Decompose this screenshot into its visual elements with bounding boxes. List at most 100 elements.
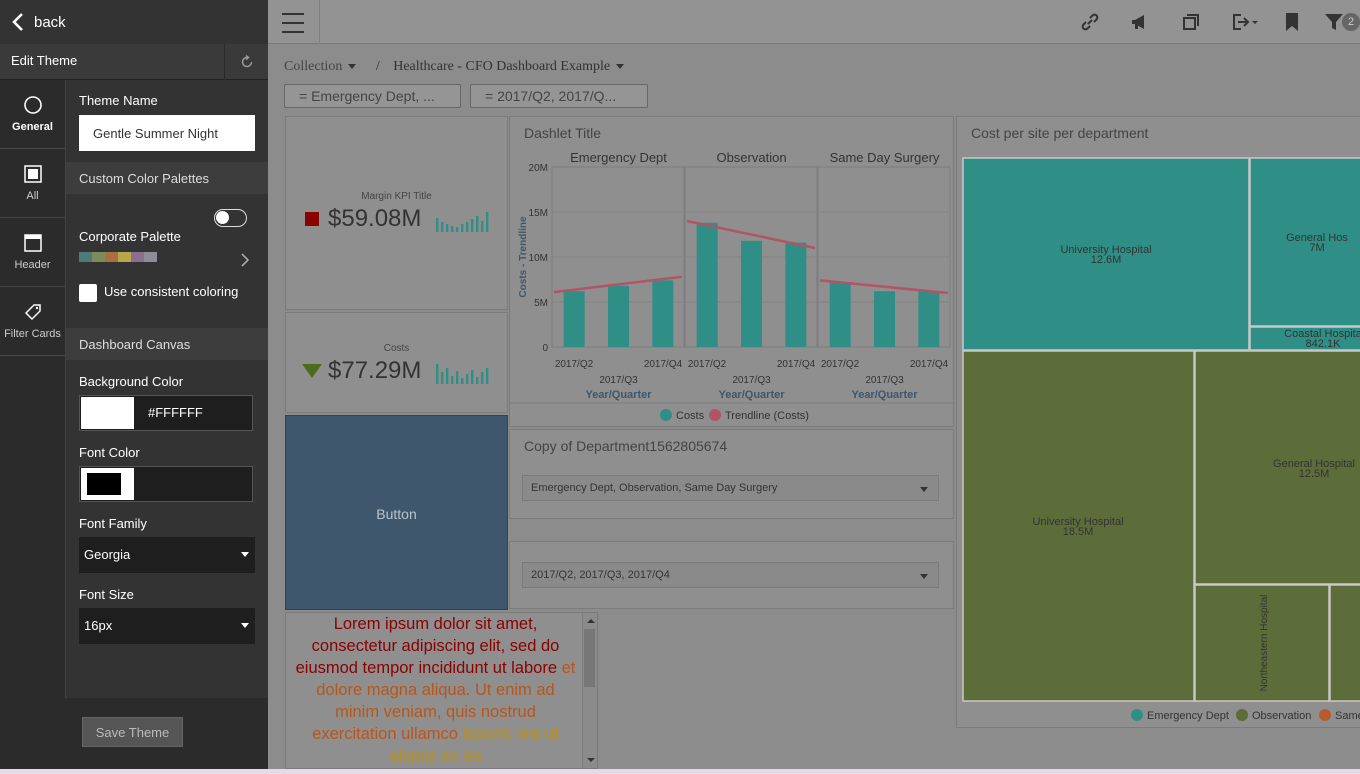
department-dropdown[interactable]: Emergency Dept, Observation, Same Day Su… xyxy=(522,475,939,501)
caret-down-icon[interactable] xyxy=(616,64,625,70)
treemap-label: Northeastern Hospital xyxy=(1259,595,1270,692)
x-tick-label: 2017/Q3 xyxy=(732,375,771,386)
x-axis-label: Year/Quarter xyxy=(718,389,785,401)
filter-pill-quarter[interactable]: = 2017/Q2, 2017/Q... xyxy=(470,84,648,108)
sparkline-icon xyxy=(436,364,489,384)
lorem-text: Lorem ipsum dolor sit amet, consectetur … xyxy=(286,613,597,767)
font-color-picker[interactable] xyxy=(79,466,253,502)
filter-count-badge: 2 xyxy=(1342,13,1360,31)
scroll-thumb[interactable] xyxy=(584,629,595,687)
editor-tabs: General All Header Filter Cards xyxy=(0,80,66,698)
font-size-select[interactable]: 16px xyxy=(79,608,255,644)
text-card[interactable]: Lorem ipsum dolor sit amet, consectetur … xyxy=(285,612,598,769)
filter-pill-department[interactable]: = Emergency Dept, ... xyxy=(284,84,461,108)
bar xyxy=(874,291,895,347)
font-family-label: Font Family xyxy=(79,516,147,531)
caret-down-icon xyxy=(241,623,249,628)
back-button[interactable]: back xyxy=(0,0,268,44)
kpi-card-costs[interactable]: Costs $77.29M xyxy=(285,312,508,413)
corporate-palette-label: Corporate Palette xyxy=(79,229,181,244)
treemap-cell xyxy=(962,350,1195,702)
bar xyxy=(608,285,629,347)
trendline xyxy=(686,219,816,250)
circle-icon xyxy=(23,96,42,114)
filter-count: 2 xyxy=(1347,16,1355,28)
treemap-cell xyxy=(962,157,1250,351)
tab-label: Header xyxy=(14,259,51,271)
megaphone-icon[interactable] xyxy=(1130,12,1150,32)
breadcrumb-collection[interactable]: Collection xyxy=(284,59,343,74)
edit-theme-title: Edit Theme xyxy=(11,53,78,68)
kpi-status-square xyxy=(305,212,319,226)
palette-swatches[interactable] xyxy=(79,252,157,262)
breadcrumb-separator: / xyxy=(375,59,380,74)
y-tick-label: 20M xyxy=(529,163,548,174)
custom-palettes-section: Custom Color Palettes xyxy=(66,162,268,194)
button-card[interactable]: Button xyxy=(285,415,508,610)
panel-title: Observation xyxy=(716,150,786,165)
bar xyxy=(696,222,718,347)
tab-all[interactable]: All xyxy=(0,149,65,218)
treemap-cell xyxy=(1194,350,1360,585)
tag-icon xyxy=(24,304,41,321)
palette-swatch xyxy=(92,252,105,262)
theme-name-input[interactable] xyxy=(79,115,255,151)
bar xyxy=(563,291,585,347)
x-tick-label: 2017/Q4 xyxy=(777,359,816,370)
tab-general[interactable]: General xyxy=(0,80,65,149)
link-icon[interactable] xyxy=(1080,12,1100,32)
legend-label: Trendline (Costs) xyxy=(725,410,809,422)
panel-title: Same Day Surgery xyxy=(830,150,940,165)
refresh-icon xyxy=(241,55,252,68)
bg-color-picker[interactable]: #FFFFFF xyxy=(79,395,253,431)
legend-dot-trendline xyxy=(709,409,721,421)
back-label: back xyxy=(34,13,66,31)
dashboard-title[interactable]: Healthcare - CFO Dashboard Example xyxy=(393,59,611,74)
bg-color-hex[interactable]: #FFFFFF xyxy=(148,405,203,420)
bar xyxy=(785,242,807,347)
sparkline-icon xyxy=(436,212,489,232)
treemap-cell xyxy=(1194,584,1330,702)
reset-button[interactable] xyxy=(224,44,268,80)
chevron-right-icon[interactable] xyxy=(241,253,249,267)
copy-icon[interactable] xyxy=(1181,12,1201,32)
panel-title: Emergency Dept xyxy=(570,150,667,165)
kpi-title: Margin KPI Title xyxy=(361,191,432,202)
filter-icon[interactable] xyxy=(1324,12,1344,32)
palette-swatch xyxy=(105,252,118,262)
treemap-card[interactable]: Cost per site per department University … xyxy=(956,116,1360,728)
tab-header[interactable]: Header xyxy=(0,218,65,287)
font-color-swatch[interactable] xyxy=(81,468,134,500)
chevron-left-icon xyxy=(12,13,23,31)
corporate-palette-toggle[interactable] xyxy=(214,209,247,227)
menu-icon[interactable] xyxy=(282,11,304,33)
treemap-cell xyxy=(1249,326,1360,351)
font-color-label: Font Color xyxy=(79,445,140,460)
legend-label: Emergency Dept xyxy=(1147,710,1229,722)
scrollbar[interactable] xyxy=(582,613,597,768)
bg-color-label: Background Color xyxy=(79,374,184,389)
legend-dot xyxy=(1319,709,1331,721)
bar xyxy=(741,240,762,347)
quarter-dropdown[interactable]: 2017/Q2, 2017/Q3, 2017/Q4 xyxy=(522,562,939,588)
font-family-select[interactable]: Georgia xyxy=(79,537,255,573)
dashlet-bar-chart[interactable]: Dashlet Title 20M 15M 10M 5M 0 Costs - Trendl… xyxy=(509,116,955,427)
scroll-up-icon[interactable] xyxy=(584,616,598,626)
export-icon[interactable] xyxy=(1231,12,1259,32)
consistent-coloring-checkbox[interactable] xyxy=(79,284,97,302)
save-theme-button[interactable]: Save Theme xyxy=(82,717,183,747)
kpi-card-margin[interactable]: Margin KPI Title $59.08M xyxy=(285,116,508,310)
chart-title: Dashlet Title xyxy=(524,125,602,141)
scroll-down-icon[interactable] xyxy=(584,755,598,765)
legend-dot xyxy=(1131,709,1143,721)
caret-down-icon[interactable] xyxy=(348,64,357,70)
department-filter-card: Copy of Department1562805674 Emergency D… xyxy=(509,429,954,519)
tab-label: All xyxy=(26,190,39,202)
bookmark-icon[interactable] xyxy=(1284,12,1300,32)
bg-color-swatch[interactable] xyxy=(81,397,134,429)
treemap-value: 12.5M xyxy=(1299,468,1330,480)
tab-filter-cards[interactable]: Filter Cards xyxy=(0,287,65,356)
legend-label: Observation xyxy=(1252,710,1311,722)
treemap-value: 7M xyxy=(1309,242,1324,254)
